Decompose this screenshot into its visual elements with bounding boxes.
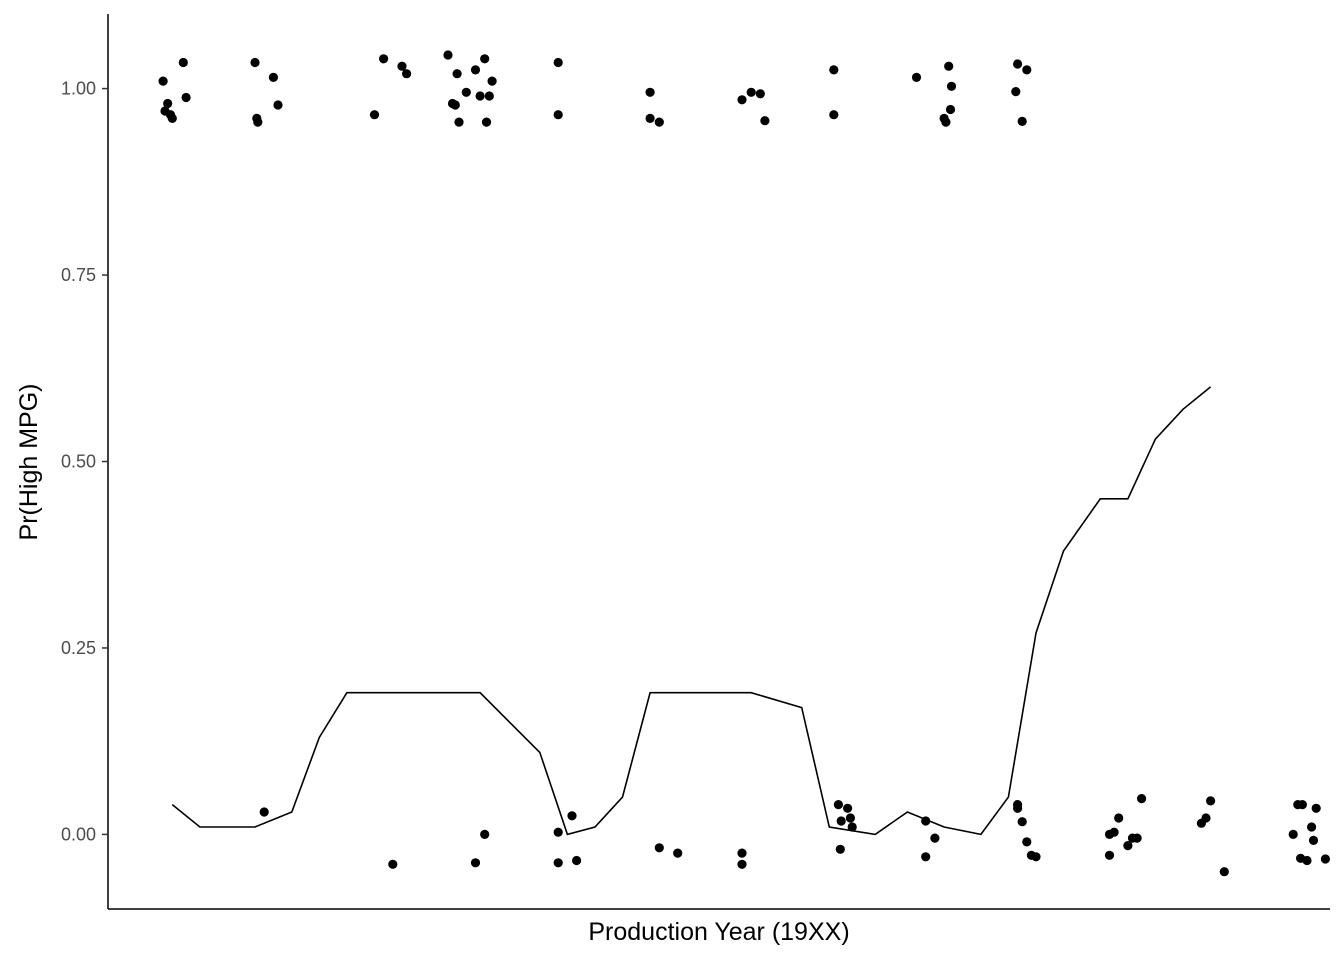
data-point bbox=[1137, 794, 1147, 804]
data-point bbox=[1320, 854, 1330, 864]
data-point bbox=[1017, 116, 1027, 126]
data-point bbox=[1114, 813, 1124, 823]
points-layer bbox=[158, 50, 1330, 877]
data-point bbox=[1219, 867, 1229, 877]
data-point bbox=[369, 110, 380, 120]
data-point bbox=[1109, 827, 1119, 837]
data-point bbox=[454, 117, 464, 127]
data-point bbox=[379, 54, 389, 64]
data-point bbox=[553, 858, 563, 868]
data-point bbox=[553, 827, 563, 837]
data-point bbox=[1011, 87, 1021, 97]
data-point bbox=[167, 113, 177, 123]
data-point bbox=[1302, 855, 1312, 866]
data-point bbox=[273, 100, 283, 110]
data-point bbox=[470, 65, 481, 75]
data-point bbox=[553, 110, 563, 120]
data-point bbox=[1201, 813, 1211, 823]
data-point bbox=[388, 859, 398, 869]
data-point bbox=[829, 110, 839, 120]
data-point bbox=[1206, 796, 1216, 806]
data-point bbox=[835, 844, 845, 854]
y-tick-label: 0.00 bbox=[61, 824, 96, 844]
y-tick-label: 1.00 bbox=[61, 79, 96, 99]
data-point bbox=[450, 100, 460, 110]
data-point bbox=[911, 72, 922, 82]
data-point bbox=[737, 95, 747, 105]
data-point bbox=[158, 76, 168, 86]
data-point bbox=[944, 61, 954, 71]
data-point bbox=[163, 98, 173, 109]
data-point bbox=[930, 833, 940, 843]
y-tick-label: 0.75 bbox=[61, 265, 96, 285]
data-point bbox=[250, 57, 260, 68]
fit-line bbox=[171, 386, 1212, 836]
data-point bbox=[921, 852, 931, 862]
data-point bbox=[1297, 800, 1307, 810]
data-point bbox=[1307, 822, 1317, 832]
data-point bbox=[654, 117, 664, 127]
data-point bbox=[737, 859, 747, 869]
data-point bbox=[259, 807, 269, 817]
data-point bbox=[397, 61, 407, 71]
data-point bbox=[746, 87, 756, 97]
y-tick-label: 0.50 bbox=[61, 452, 96, 472]
data-point bbox=[847, 822, 857, 832]
data-point bbox=[553, 57, 563, 68]
data-point bbox=[921, 816, 931, 826]
fit-line-layer bbox=[171, 386, 1212, 836]
data-point bbox=[654, 843, 664, 853]
data-point bbox=[480, 54, 490, 64]
data-point bbox=[645, 87, 655, 97]
data-point bbox=[1104, 850, 1115, 860]
y-tick-label: 0.25 bbox=[61, 638, 96, 658]
data-point bbox=[845, 813, 856, 823]
data-point bbox=[829, 65, 839, 75]
data-point bbox=[181, 92, 191, 103]
data-point bbox=[755, 89, 765, 99]
data-point bbox=[253, 117, 263, 127]
plot-panel: 0.00 0.25 0.50 0.75 1.00 bbox=[61, 14, 1330, 910]
data-point bbox=[1132, 833, 1142, 843]
data-point bbox=[572, 855, 582, 866]
data-point bbox=[1311, 803, 1321, 813]
data-point bbox=[470, 858, 481, 868]
data-point bbox=[475, 91, 485, 101]
data-point bbox=[1288, 829, 1298, 840]
data-point bbox=[402, 69, 412, 79]
data-point bbox=[1031, 852, 1041, 862]
data-point bbox=[268, 72, 278, 82]
data-point bbox=[567, 811, 577, 821]
y-ticks: 0.00 0.25 0.50 0.75 1.00 bbox=[61, 79, 108, 844]
data-point bbox=[1013, 59, 1023, 69]
data-point bbox=[1123, 841, 1133, 851]
data-point bbox=[941, 117, 951, 127]
data-point bbox=[1308, 835, 1319, 846]
y-axis-title: Pr(High MPG) bbox=[15, 384, 43, 541]
data-point bbox=[760, 116, 770, 126]
data-point bbox=[484, 91, 494, 101]
data-point bbox=[945, 104, 956, 115]
data-point bbox=[645, 113, 655, 123]
data-point bbox=[480, 829, 490, 840]
data-point bbox=[461, 87, 471, 97]
data-point bbox=[1013, 803, 1023, 813]
data-point bbox=[452, 69, 462, 79]
data-point bbox=[1017, 817, 1027, 827]
data-point bbox=[487, 76, 497, 86]
data-point bbox=[443, 50, 453, 60]
data-point bbox=[737, 848, 747, 858]
data-point bbox=[178, 57, 188, 68]
x-axis-title: Production Year (19XX) bbox=[588, 918, 849, 946]
data-point bbox=[673, 848, 683, 858]
data-point bbox=[836, 816, 846, 826]
data-point bbox=[843, 803, 853, 813]
data-point bbox=[481, 117, 492, 127]
data-point bbox=[833, 800, 844, 810]
data-point bbox=[946, 81, 957, 91]
data-point bbox=[1022, 65, 1032, 75]
data-point bbox=[1022, 837, 1032, 847]
